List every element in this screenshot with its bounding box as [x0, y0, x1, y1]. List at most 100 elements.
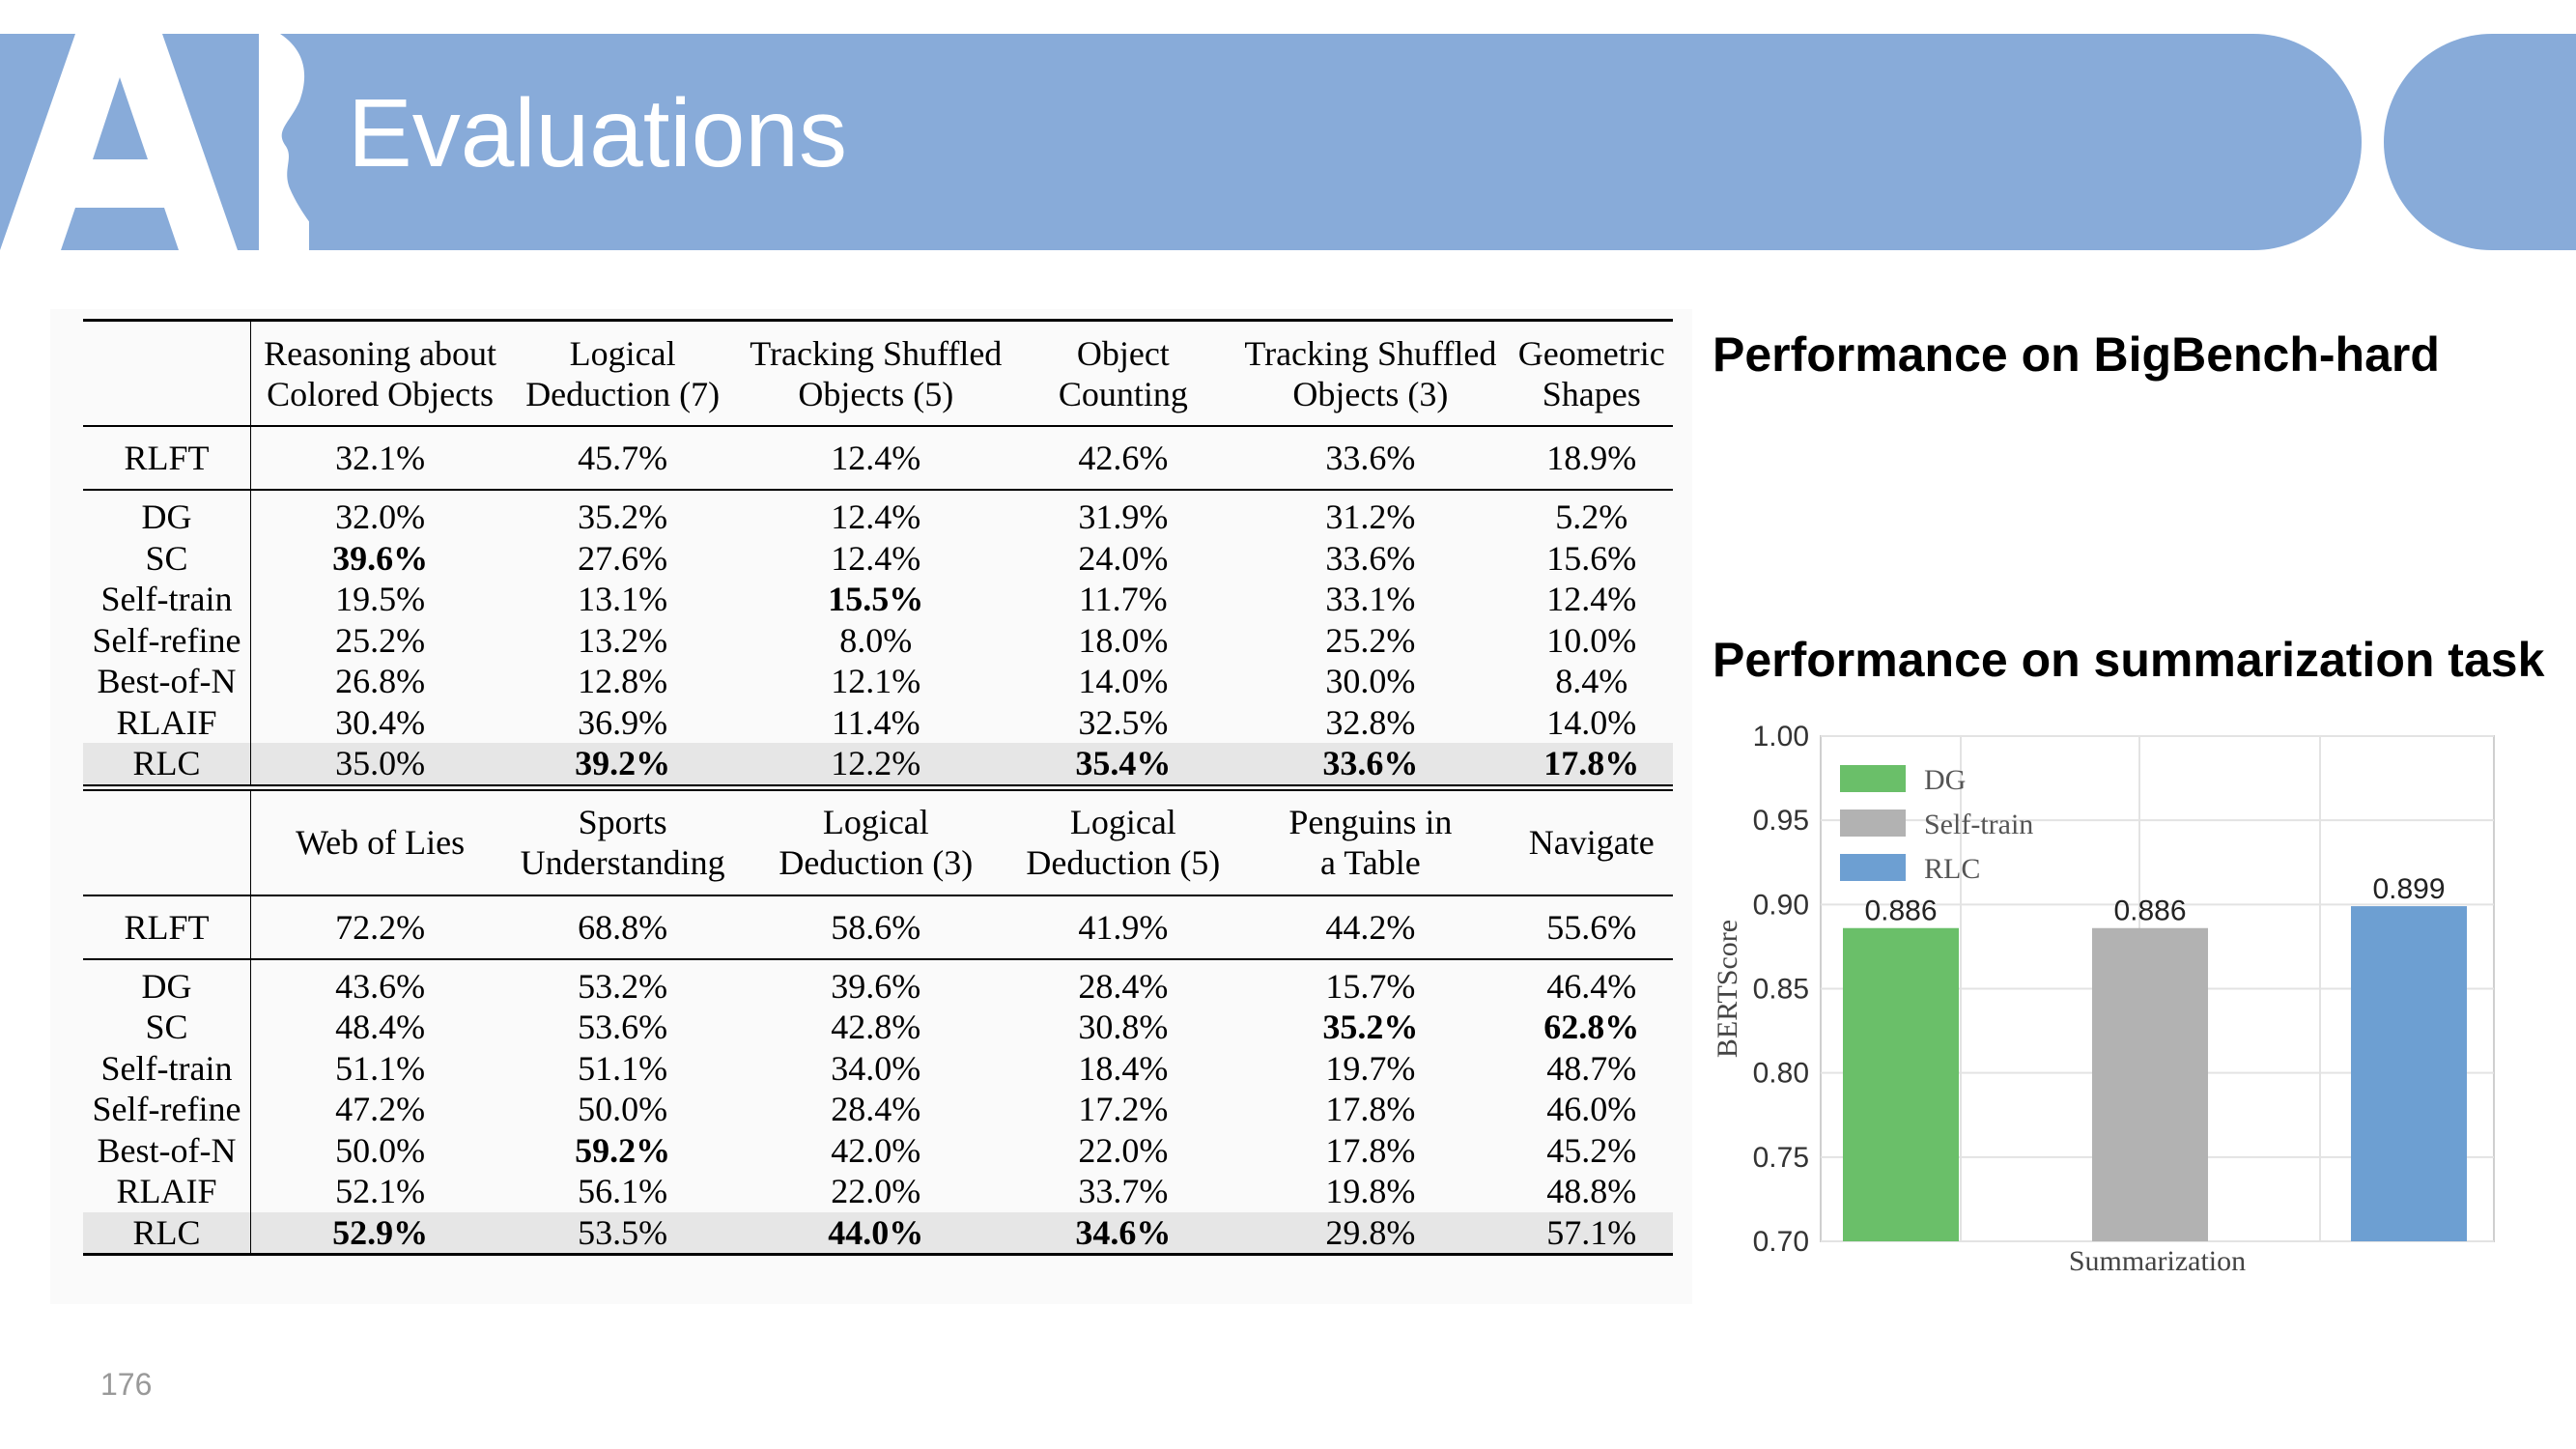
header-row: Web of Lies Sports Understanding Logical Ded…: [83, 783, 1673, 895]
cell-value: 56.1%: [578, 1172, 668, 1211]
y-tick-label: 0.80: [1753, 1058, 1809, 1090]
column-header-line: Colored Objects: [267, 374, 495, 413]
cell-value: 45.7%: [578, 439, 668, 477]
table-cell: 12.1%: [736, 661, 1015, 702]
row-label: RLAIF: [83, 1171, 251, 1212]
cell-value: 45.2%: [1546, 1130, 1637, 1170]
cell-value: 72.2%: [335, 907, 426, 947]
column-header: Logical Deduction (5): [1015, 783, 1231, 895]
cell-value: 11.4%: [831, 702, 920, 742]
cell-value: 58.6%: [831, 907, 921, 947]
cell-value: 17.8%: [1325, 1090, 1416, 1129]
cell-value: 18.4%: [1078, 1048, 1169, 1088]
table-cell: 53.6%: [509, 1007, 736, 1048]
table-cell: 33.6%: [1231, 743, 1511, 787]
cell-value: 33.6%: [1322, 744, 1419, 783]
column-header-line: Geometric: [1517, 333, 1665, 373]
table-row: DG 43.6% 53.2% 39.6% 28.4% 15.7% 46.4%: [83, 957, 1673, 1007]
cell-value: 39.2%: [575, 744, 671, 783]
banner-cap: [2384, 34, 2576, 250]
table-cell: 45.7%: [509, 425, 737, 490]
table-row: SC 39.6% 27.6% 12.4% 24.0% 33.6% 15.6%: [83, 537, 1673, 580]
column-header-line: Logical: [569, 333, 676, 373]
cell-value: 53.5%: [578, 1212, 668, 1252]
cell-value: 35.2%: [578, 497, 668, 537]
cell-value: 19.7%: [1325, 1048, 1416, 1088]
table-cell: 35.4%: [1015, 743, 1231, 787]
cell-value: 44.2%: [1325, 907, 1416, 947]
cell-value: 57.1%: [1546, 1212, 1637, 1252]
cell-value: 12.2%: [831, 744, 921, 783]
column-header: Navigate: [1510, 783, 1673, 895]
table-cell: 10.0%: [1511, 620, 1673, 662]
cell-value: 50.0%: [578, 1090, 668, 1129]
legend-swatch: [1840, 810, 1906, 837]
cell-value: 48.7%: [1546, 1048, 1637, 1088]
column-header-line: Web of Lies: [296, 823, 466, 862]
cell-value: 8.4%: [1555, 662, 1628, 701]
table-cell: 25.2%: [1231, 620, 1510, 662]
cell-value: 39.6%: [831, 966, 921, 1006]
table-cell: 56.1%: [509, 1171, 736, 1212]
table-cell: 18.0%: [1015, 620, 1231, 662]
table-cell: 5.2%: [1510, 489, 1673, 538]
cell-value: 8.0%: [839, 620, 913, 660]
column-header-line: Navigate: [1528, 823, 1655, 862]
column-header-line: Penguins in: [1288, 803, 1453, 841]
table-cell: 34.6%: [1015, 1211, 1231, 1256]
table-cell: 18.4%: [1015, 1048, 1231, 1090]
cell-value: 34.6%: [1075, 1212, 1172, 1252]
cell-value: 48.4%: [335, 1008, 426, 1047]
cell-value: 33.7%: [1078, 1172, 1169, 1211]
cell-value: 12.1%: [831, 662, 921, 701]
table-cell: 8.4%: [1511, 661, 1673, 702]
cell-value: 51.1%: [335, 1048, 426, 1088]
y-tick-label: 1.00: [1753, 721, 1809, 753]
cell-value: 51.1%: [578, 1048, 668, 1088]
table-cell: 12.4%: [736, 425, 1016, 490]
cell-value: 52.9%: [332, 1212, 429, 1252]
bar-rlc: [2351, 906, 2467, 1241]
table-cell: 31.9%: [1015, 489, 1231, 538]
cell-value: 42.0%: [831, 1130, 921, 1170]
table-cell: 33.6%: [1231, 538, 1510, 580]
column-header-line: Shapes: [1542, 374, 1641, 413]
cell-value: 18.9%: [1546, 439, 1637, 477]
table-cell: 19.5%: [251, 579, 510, 620]
cell-value: 32.8%: [1325, 702, 1416, 742]
table-cell: 14.0%: [1015, 661, 1231, 702]
column-header-line: Deduction (5): [1026, 843, 1221, 882]
column-header: Penguins in a Table: [1231, 783, 1511, 895]
cell-value: 22.0%: [831, 1172, 921, 1211]
cell-value: 53.6%: [578, 1008, 668, 1047]
row-label: Best-of-N: [83, 661, 251, 702]
table-cell: 17.8%: [1231, 1130, 1510, 1172]
cell-value: 22.0%: [1078, 1130, 1169, 1170]
y-tick-label: 0.95: [1753, 805, 1809, 837]
table-cell: 72.2%: [250, 894, 510, 959]
table-cell: 48.8%: [1511, 1171, 1673, 1212]
cell-value: 27.6%: [578, 538, 668, 578]
row-label: RLC: [83, 1211, 251, 1256]
cell-value: 28.4%: [1078, 966, 1169, 1006]
column-header-line: Sports: [578, 803, 667, 841]
row-label: DG: [83, 957, 251, 1007]
table-cell: 50.0%: [251, 1130, 510, 1172]
legend-label: Self-train: [1924, 809, 2033, 840]
row-label: Self-train: [83, 579, 251, 620]
cell-value: 26.8%: [335, 662, 426, 701]
column-header-line: Tracking Shuffled: [750, 333, 1003, 373]
row-label: Self-refine: [83, 1089, 251, 1130]
table-cell: 12.8%: [509, 661, 736, 702]
cell-value: 33.6%: [1325, 439, 1416, 477]
table-cell: 33.7%: [1015, 1171, 1231, 1212]
row-label: RLAIF: [83, 701, 251, 743]
table-cell: 42.8%: [736, 1007, 1015, 1048]
page-title: Evaluations: [348, 79, 847, 187]
cell-value: 12.4%: [1546, 580, 1637, 619]
table-row: RLFT 72.2% 68.8% 58.6% 41.9% 44.2% 55.6%: [83, 894, 1673, 959]
table-cell: 19.8%: [1231, 1171, 1510, 1212]
cell-value: 5.2%: [1555, 497, 1628, 537]
table-row: Self-refine 25.2% 13.2% 8.0% 18.0% 25.2% 10.0%: [83, 619, 1673, 662]
row-label: SC: [83, 537, 251, 579]
